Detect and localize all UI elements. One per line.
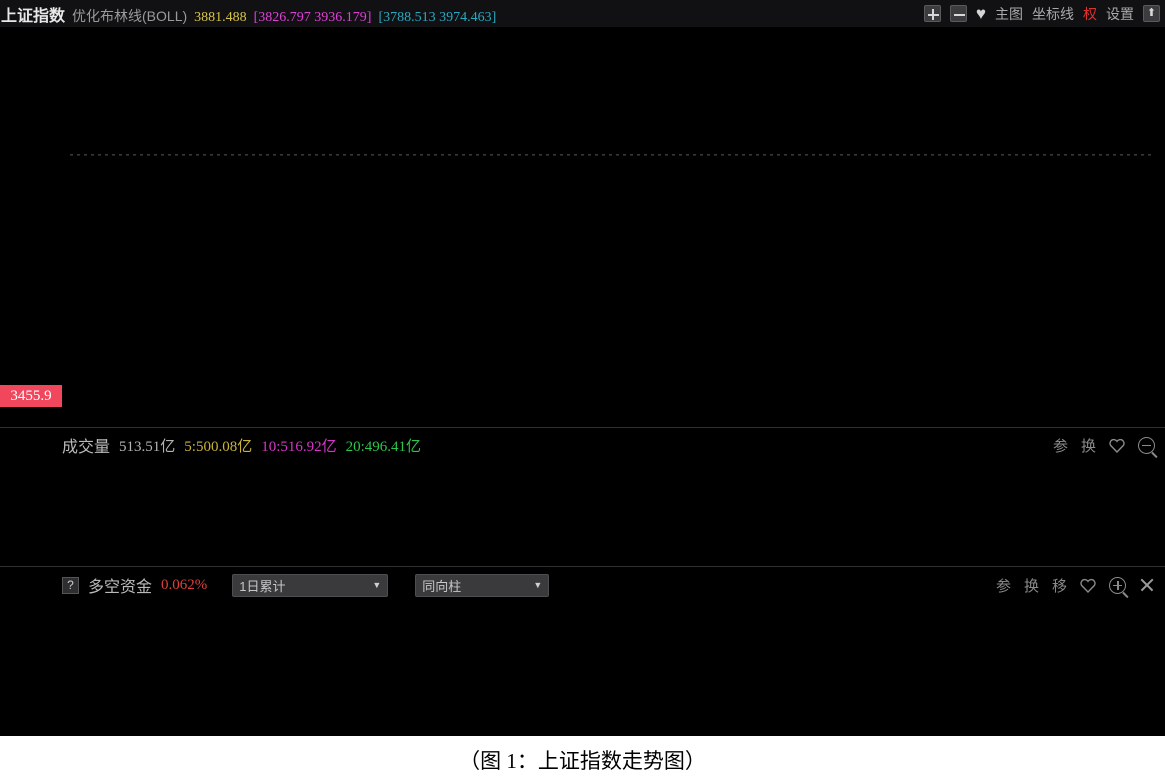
ind-close-icon[interactable] — [1139, 577, 1155, 593]
indicator-title: 多空资金 — [88, 579, 153, 596]
volume-chart[interactable] — [0, 458, 1165, 566]
ind-switch-button[interactable]: 换 — [1023, 577, 1039, 595]
favorite-icon[interactable]: ♥ — [975, 4, 986, 23]
expand-box-icon[interactable]: ⬆ — [1143, 5, 1160, 22]
volume-header-info: 成交量 513.51亿 5:500.08亿 10:516.92亿 20:496.… — [0, 433, 421, 457]
period-select-value: 1日累计 — [239, 578, 286, 594]
volume-panel-controls: 参 换 — [1052, 435, 1165, 458]
ind-move-button[interactable]: 移 — [1051, 577, 1067, 595]
volume-panel-header: 成交量 513.51亿 5:500.08亿 10:516.92亿 20:496.… — [0, 430, 1165, 460]
funds-bar-chart[interactable] — [0, 601, 1165, 736]
chevron-down-icon: ▼ — [372, 580, 382, 590]
axis-line-button[interactable]: 坐标线 — [1032, 5, 1074, 22]
header-toolbar: ♥ 主图 坐标线 权 设置 ⬆ — [923, 4, 1165, 24]
figure-caption: （图 1：上证指数走势图） — [459, 749, 706, 773]
vol-favorite-icon[interactable] — [1109, 438, 1125, 453]
volume-ma10: 10:516.92亿 — [261, 438, 337, 455]
last-price-badge: 3455.9 — [0, 385, 62, 407]
ind-zoom-in-icon[interactable] — [1109, 576, 1129, 598]
vol-param-button[interactable]: 参 — [1052, 437, 1068, 455]
settings-button[interactable]: 设置 — [1106, 5, 1134, 22]
indicator-header-info: ? 多空资金 0.062% 1日累计 ▼ 同向柱 ▼ — [0, 573, 550, 597]
boll-outer-band-value: [3788.513 3974.463] — [378, 9, 497, 25]
price-chart-pane[interactable] — [0, 27, 1165, 427]
indicator-name: 优化布林线(BOLL) — [72, 7, 188, 24]
header-info: 上证指数 优化布林线(BOLL) 3881.488 [3826.797 3936… — [0, 2, 496, 26]
zoom-in-box-icon[interactable] — [923, 5, 941, 22]
vol-zoom-out-icon[interactable] — [1138, 436, 1158, 458]
volume-ma5: 5:500.08亿 — [184, 438, 253, 455]
ind-param-button[interactable]: 参 — [995, 577, 1011, 595]
main-chart-header: 上证指数 优化布林线(BOLL) 3881.488 [3826.797 3936… — [0, 0, 1165, 27]
indicator-panel-controls: 参 换 移 — [995, 575, 1165, 598]
vol-switch-button[interactable]: 换 — [1080, 437, 1096, 455]
boll-mid-value: 3881.488 — [194, 9, 247, 25]
period-select[interactable]: 1日累计 ▼ — [232, 573, 389, 597]
trading-terminal: 上证指数 优化布林线(BOLL) 3881.488 [3826.797 3936… — [0, 0, 1165, 736]
indicator-value: 0.062% — [161, 576, 208, 593]
indicator-chart-pane[interactable] — [0, 601, 1165, 736]
volume-current: 513.51亿 — [119, 438, 176, 455]
symbol-name: 上证指数 — [1, 7, 66, 25]
indicator-panel-header: ? 多空资金 0.062% 1日累计 ▼ 同向柱 ▼ 参 换 移 — [0, 569, 1165, 601]
volume-ma20: 20:496.41亿 — [345, 438, 422, 455]
main-chart-button[interactable]: 主图 — [995, 5, 1023, 22]
chevron-down-icon-2: ▼ — [533, 580, 543, 590]
style-select-value: 同向柱 — [422, 578, 462, 594]
pane-divider-1 — [0, 427, 1165, 428]
candlestick-chart[interactable] — [0, 27, 1165, 427]
ind-favorite-icon[interactable] — [1080, 578, 1096, 593]
volume-chart-pane[interactable] — [0, 458, 1165, 566]
boll-inner-band-value: [3826.797 3936.179] — [253, 9, 372, 25]
help-icon[interactable]: ? — [62, 576, 79, 594]
rights-button[interactable]: 权 — [1083, 5, 1097, 22]
style-select[interactable]: 同向柱 ▼ — [415, 573, 550, 597]
zoom-out-box-icon[interactable] — [949, 5, 967, 22]
volume-title: 成交量 — [62, 439, 111, 456]
pane-divider-2 — [0, 566, 1165, 567]
